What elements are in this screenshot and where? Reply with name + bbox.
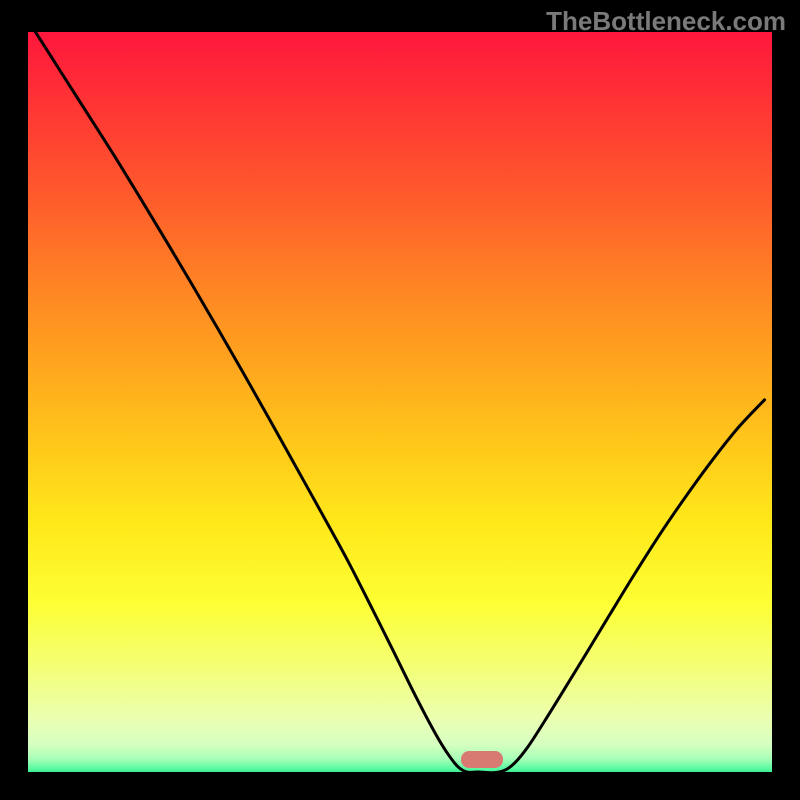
chart-frame: TheBottleneck.com — [0, 0, 800, 800]
x-axis-baseline — [28, 772, 772, 775]
frame-left — [0, 0, 28, 800]
curve-layer — [28, 32, 772, 775]
frame-right — [772, 0, 800, 800]
bottleneck-curve — [35, 32, 764, 773]
frame-bottom — [0, 775, 800, 800]
plot-area — [28, 32, 772, 775]
source-watermark: TheBottleneck.com — [546, 6, 786, 37]
optimal-marker — [461, 751, 503, 768]
